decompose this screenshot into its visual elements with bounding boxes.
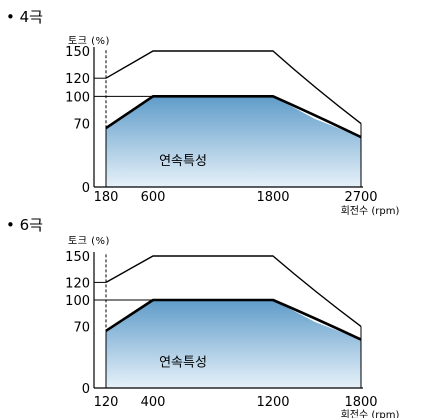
region-label: 연속특성 <box>159 356 207 371</box>
y-tick-label: 70 <box>73 118 90 133</box>
continuous-area <box>106 300 361 388</box>
continuous-torque-line <box>105 298 362 341</box>
peak-torque-line <box>105 50 362 125</box>
region-label: 연속특성 <box>159 154 207 169</box>
y-tick-label: 0 <box>82 382 90 397</box>
x-tick-label: 120 <box>94 395 119 410</box>
x-axis-label: 회전수 (rpm) <box>341 409 400 418</box>
y-axis-label: 토크 (%) <box>68 236 110 247</box>
x-tick-label: 180 <box>94 190 119 205</box>
peak-torque-line <box>105 255 362 327</box>
y-axis-label: 토크 (%) <box>68 36 110 47</box>
y-tick-label: 150 <box>65 250 90 265</box>
x-tick-label: 1200 <box>256 395 289 410</box>
x-tick-label: 400 <box>141 395 166 410</box>
continuous-torque-line <box>105 95 362 139</box>
x-tick-label: 1800 <box>256 190 289 205</box>
y-tick-label: 70 <box>73 320 90 335</box>
section-title: • 6극 <box>6 216 43 234</box>
y-tick-label: 120 <box>65 72 90 87</box>
y-tick-label: 100 <box>65 90 90 105</box>
continuous-area <box>106 96 361 187</box>
x-tick-label: 1800 <box>344 395 377 410</box>
section-title: • 4극 <box>6 8 43 26</box>
y-tick-label: 120 <box>65 276 90 291</box>
x-tick-label: 600 <box>141 190 166 205</box>
y-tick-label: 0 <box>82 181 90 196</box>
y-tick-label: 150 <box>65 45 90 60</box>
x-axis-label: 회전수 (rpm) <box>341 205 400 217</box>
y-tick-label: 100 <box>65 294 90 309</box>
x-tick-label: 2700 <box>344 190 377 205</box>
